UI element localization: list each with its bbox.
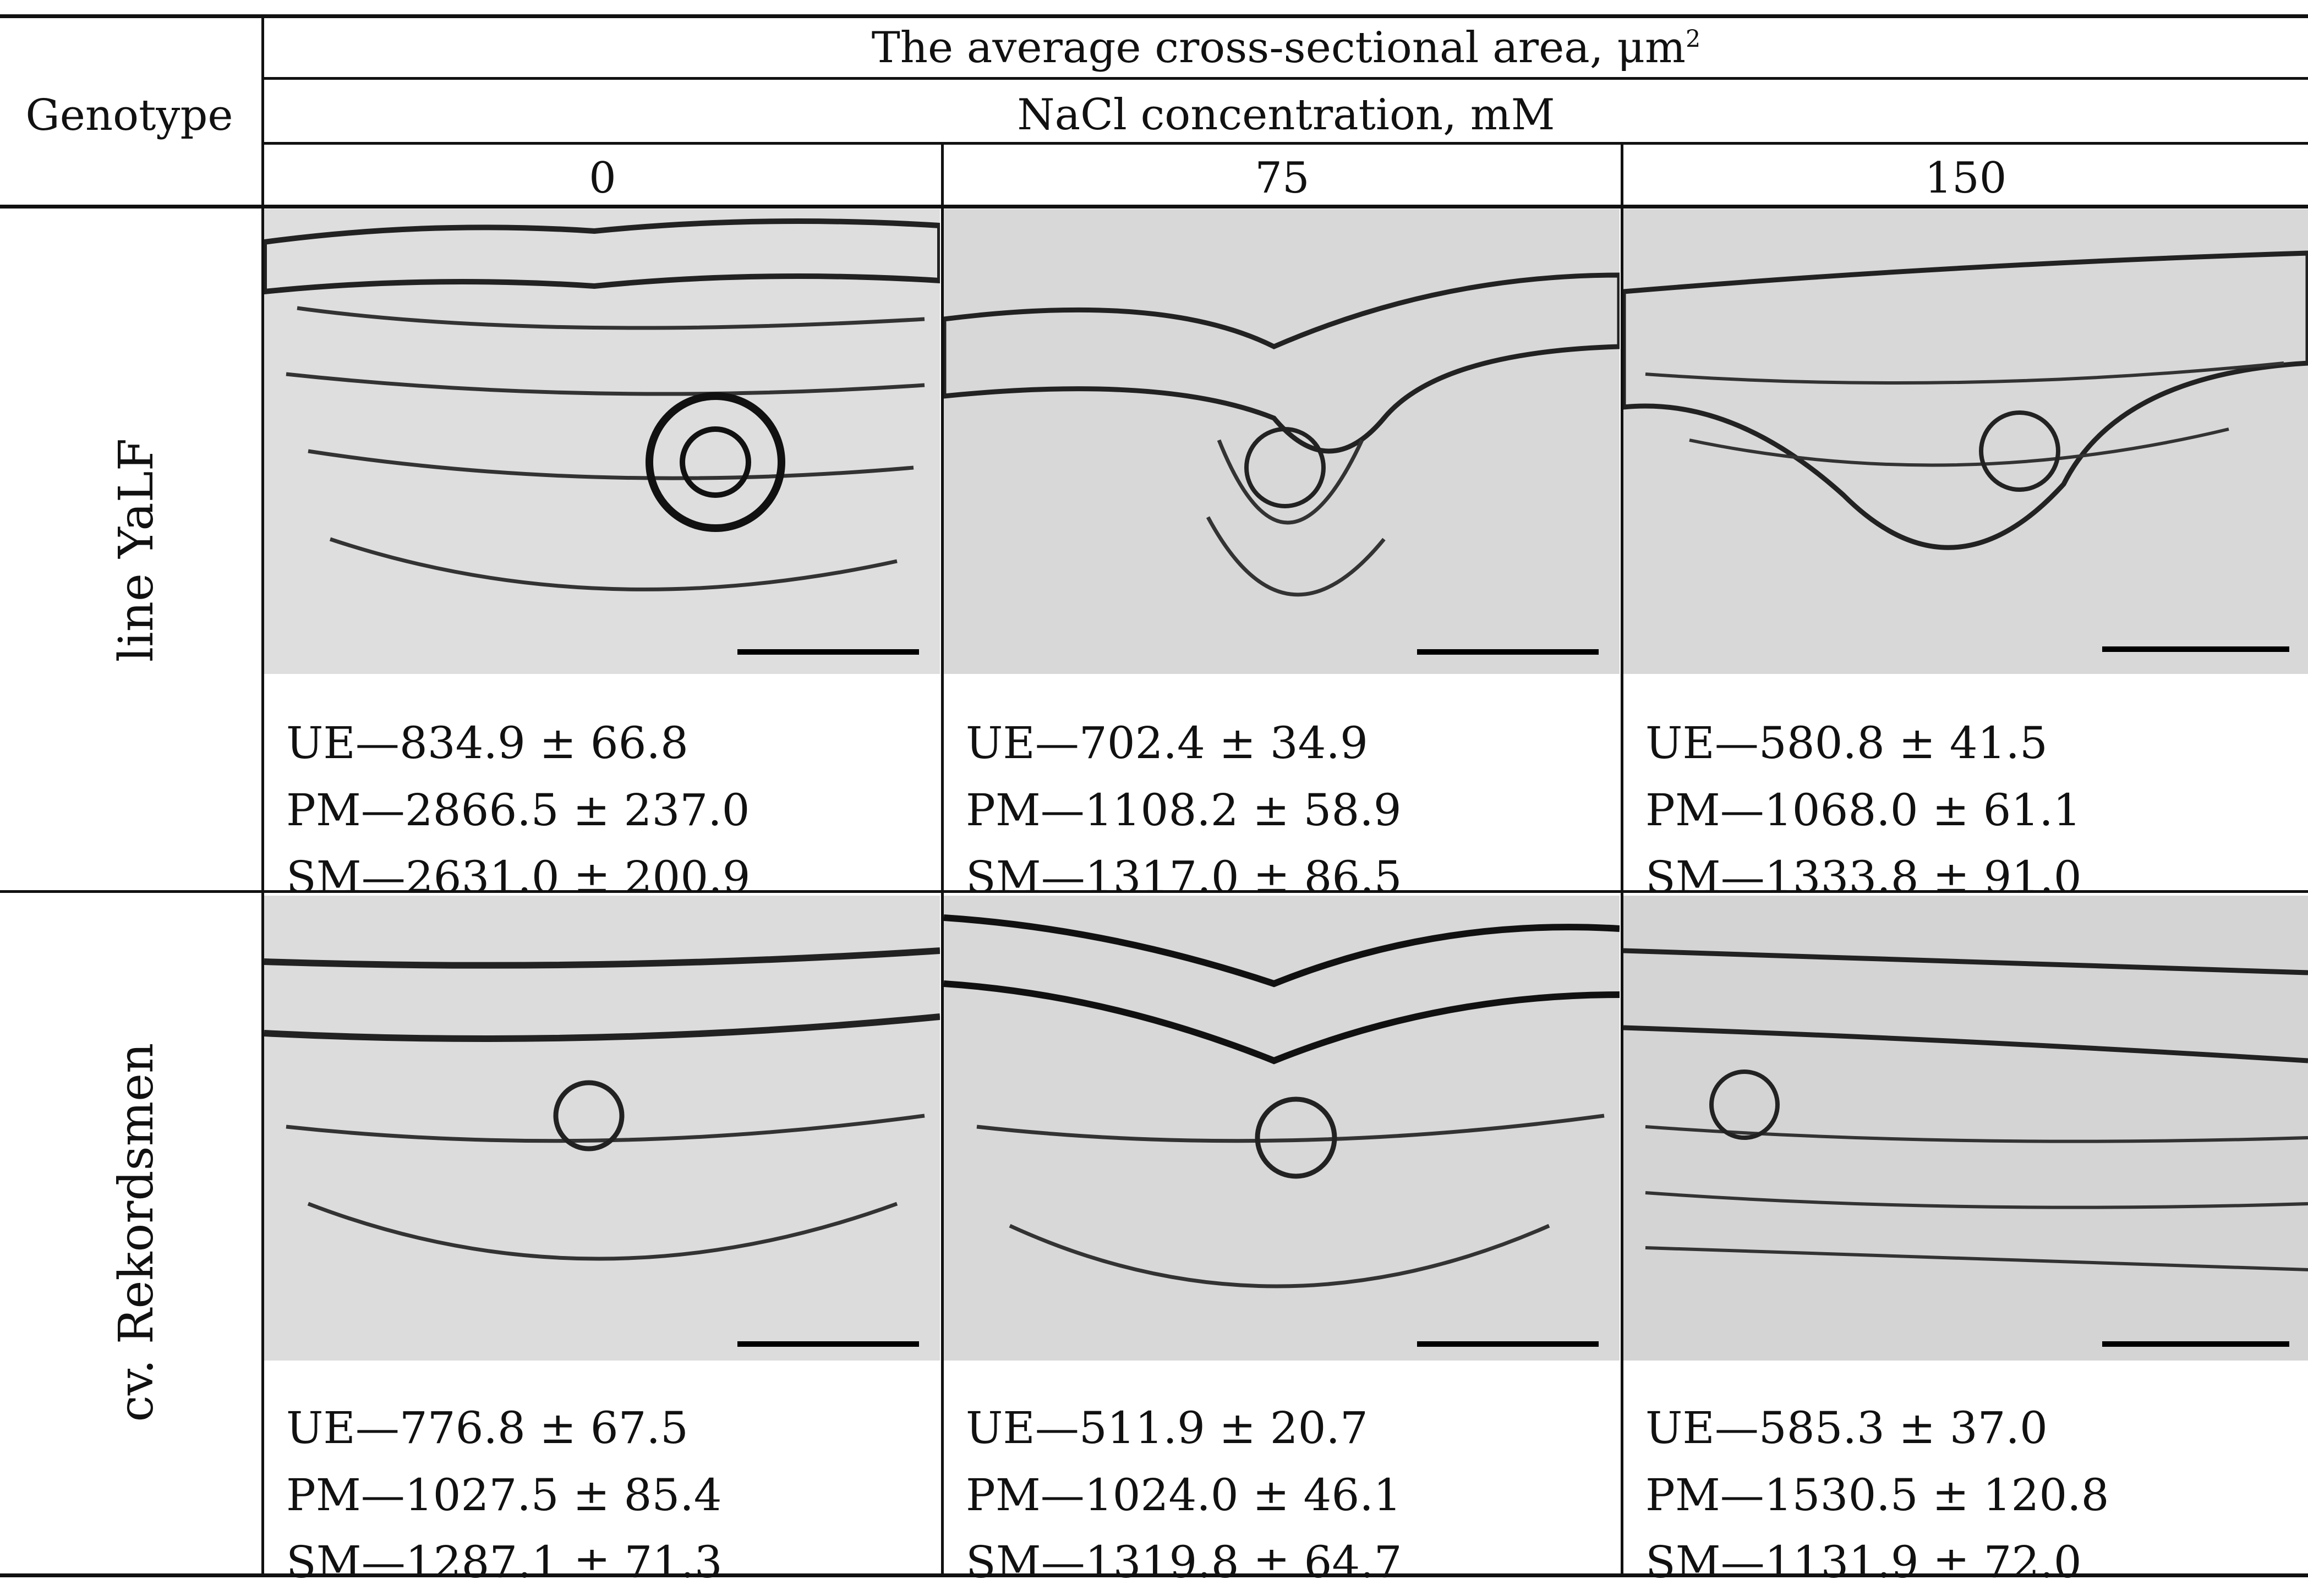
table-bottom-rule: [0, 1573, 2308, 1577]
nacl-title: NaCl concentration, mM: [1017, 90, 1555, 140]
column-rule-1: [941, 142, 944, 1577]
micrograph-rekordsmen-75: [944, 896, 1620, 1361]
micrograph-yalf-150: [1623, 209, 2308, 674]
sm-value: SM—1317.0 ± 86.5: [966, 852, 1402, 903]
header-rule-2: [263, 142, 2308, 145]
micrograph-rekordsmen-150: [1623, 896, 2308, 1361]
sm-value: SM—1333.8 ± 91.0: [1645, 852, 2082, 903]
sm-value: SM—1287.1 ± 71.3: [286, 1537, 723, 1588]
micrograph-yalf-0: [264, 209, 940, 674]
sm-value: SM—1319.8 ± 64.7: [966, 1537, 1402, 1588]
ue-value: UE—776.8 ± 67.5: [286, 1402, 688, 1454]
genotype-column-rule: [261, 14, 264, 1577]
ue-value: UE—702.4 ± 34.9: [966, 717, 1368, 769]
values-rekordsmen-0: UE—776.8 ± 67.5 PM—1027.5 ± 85.4 SM—1287…: [286, 1395, 723, 1596]
pm-value: PM—2866.5 ± 237.0: [286, 785, 750, 836]
area-title: The average cross-sectional area, μm2: [264, 26, 2308, 69]
header-rule-1: [263, 77, 2308, 80]
pm-value: PM—1108.2 ± 58.9: [966, 785, 1402, 836]
sm-value: SM—2631.0 ± 200.9: [286, 852, 751, 903]
pm-value: PM—1068.0 ± 61.1: [1645, 785, 2081, 836]
values-yalf-0: UE—834.9 ± 66.8 PM—2866.5 ± 237.0 SM—263…: [286, 710, 751, 911]
area-title-text: The average cross-sectional area, μm: [871, 23, 1686, 73]
genotype-header: Genotype: [25, 91, 233, 140]
values-rekordsmen-75: UE—511.9 ± 20.7 PM—1024.0 ± 46.1 SM—1319…: [966, 1395, 1402, 1596]
column-rule-2: [1621, 142, 1623, 1577]
sm-value: SM—1131.9 ± 72.0: [1645, 1537, 2082, 1588]
ue-value: UE—585.3 ± 37.0: [1645, 1402, 2048, 1454]
values-yalf-150: UE—580.8 ± 41.5 PM—1068.0 ± 61.1 SM—1333…: [1645, 710, 2082, 911]
header-bottom-rule: [0, 205, 2308, 209]
values-rekordsmen-150: UE—585.3 ± 37.0 PM—1530.5 ± 120.8 SM—113…: [1645, 1395, 2109, 1596]
area-title-superscript: 2: [1685, 25, 1701, 53]
pm-value: PM—1024.0 ± 46.1: [966, 1469, 1402, 1521]
ue-value: UE—511.9 ± 20.7: [966, 1402, 1368, 1454]
row-divider-rule: [0, 890, 2308, 893]
pm-value: PM—1530.5 ± 120.8: [1645, 1469, 2109, 1521]
row-label-yalf: line YaLF: [109, 438, 164, 662]
ue-value: UE—580.8 ± 41.5: [1645, 717, 2048, 769]
micrograph-rekordsmen-0: [264, 896, 940, 1361]
micrograph-yalf-75: [944, 209, 1620, 674]
ue-value: UE—834.9 ± 66.8: [286, 717, 688, 769]
pm-value: PM—1027.5 ± 85.4: [286, 1469, 722, 1521]
concentration-75: 75: [1255, 153, 1310, 203]
row-label-rekordsmen: cv. Rekordsmen: [109, 1043, 164, 1422]
values-yalf-75: UE—702.4 ± 34.9 PM—1108.2 ± 58.9 SM—1317…: [966, 710, 1402, 911]
concentration-0: 0: [589, 153, 616, 203]
table-top-rule: [0, 14, 2308, 18]
concentration-150: 150: [1924, 153, 2007, 203]
